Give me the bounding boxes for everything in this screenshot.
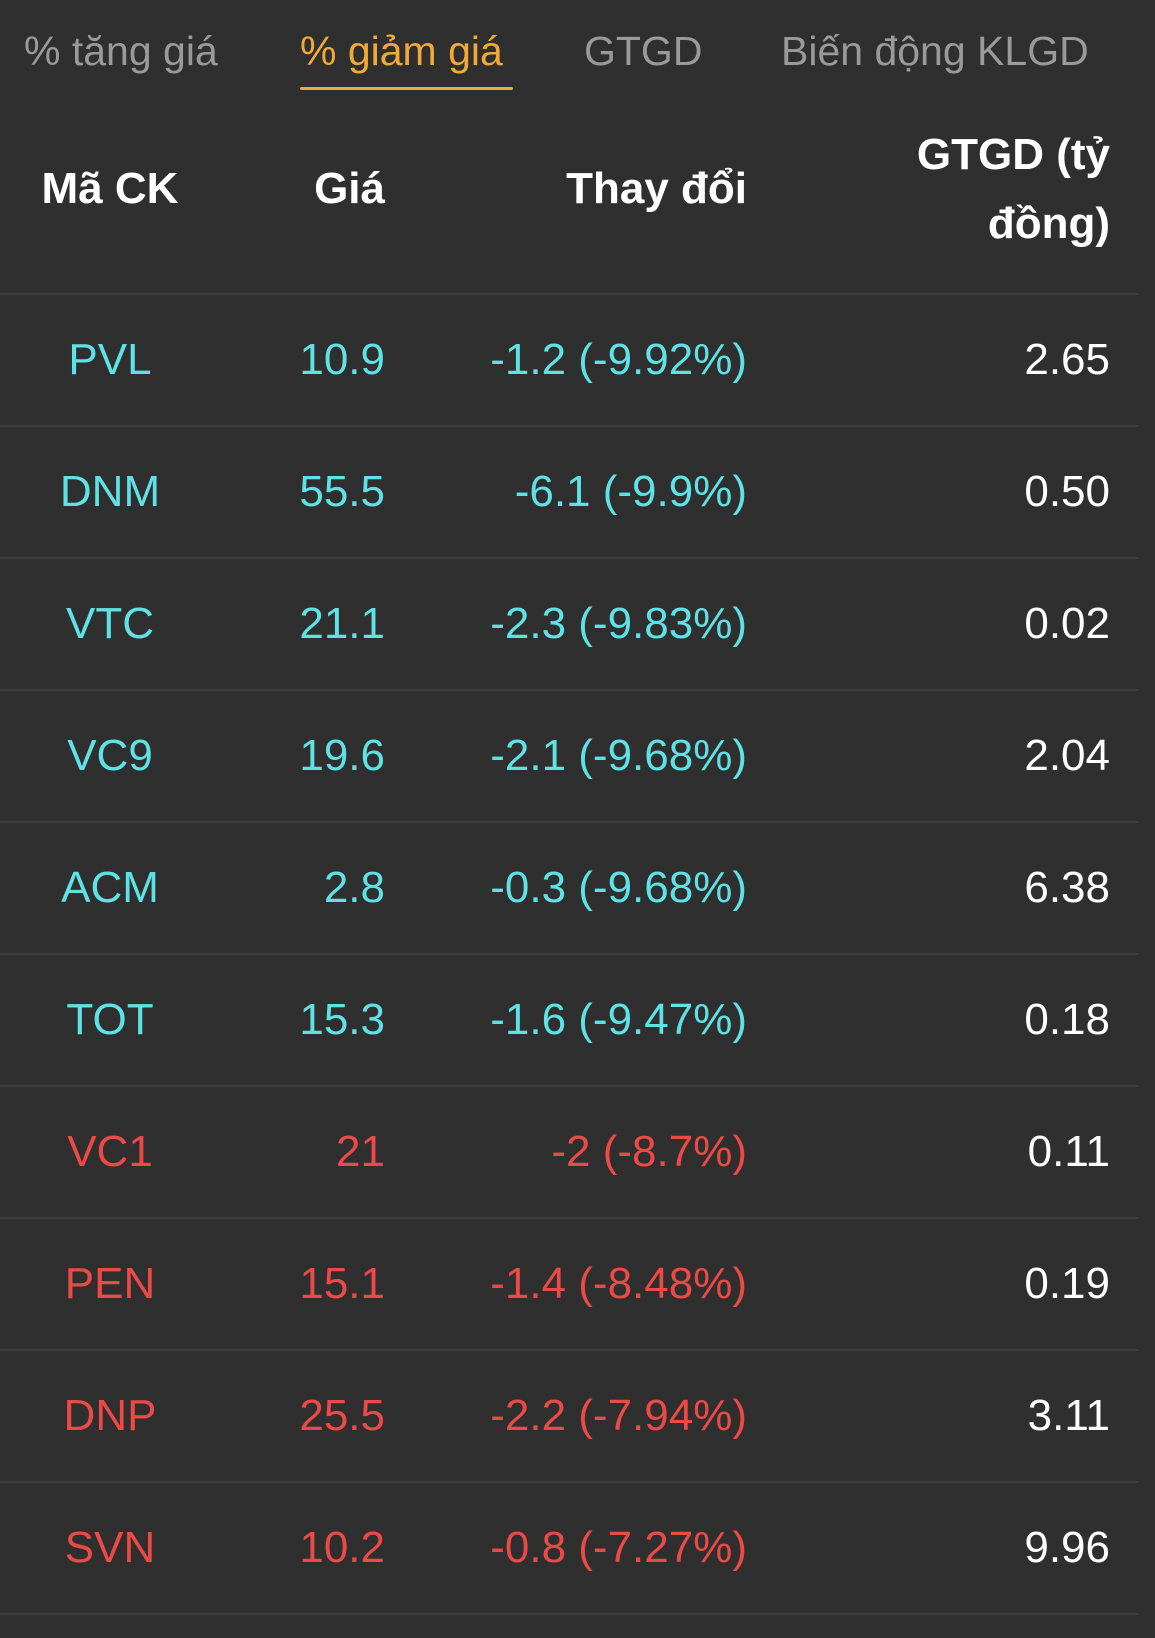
trading-value: 0.19	[1024, 1259, 1110, 1308]
price-change: -2.2 (-7.94%)	[490, 1391, 747, 1440]
stock-code: PVL	[68, 335, 152, 384]
stock-code: PEN	[64, 1259, 156, 1308]
stock-code: ACM	[61, 863, 159, 912]
trading-value: 0.18	[1024, 995, 1110, 1044]
table-body: PVL 10.9 -1.2 (-9.92%) 2.65 DNM 55.5 -6.1 (-9.…	[0, 295, 1139, 1615]
trading-value: 9.96	[1024, 1523, 1110, 1572]
trading-value: 0.50	[1024, 467, 1110, 516]
active-tab-indicator	[300, 87, 513, 90]
trading-value: 3.11	[1027, 1391, 1110, 1440]
table-row[interactable]: DNP 25.5 -2.2 (-7.94%) 3.11	[0, 1351, 1139, 1483]
stock-price: 2.8	[323, 863, 385, 912]
stock-code: VTC	[66, 599, 154, 648]
tab-top-gainers[interactable]: % tăng giá	[24, 28, 218, 74]
price-change: -0.8 (-7.27%)	[490, 1523, 747, 1572]
price-change: -6.1 (-9.9%)	[514, 467, 747, 516]
price-change: -2 (-8.7%)	[551, 1127, 747, 1176]
stock-price: 55.5	[299, 467, 385, 516]
stock-price: 21	[336, 1127, 385, 1176]
table-header: Mã CK Giá Thay đổi GTGD (tỷ đồng)	[0, 100, 1139, 295]
header-price: Giá	[314, 164, 385, 213]
price-change: -0.3 (-9.68%)	[490, 863, 747, 912]
table-row[interactable]: VC9 19.6 -2.1 (-9.68%) 2.04	[0, 691, 1139, 823]
table-row[interactable]: VC1 21 -2 (-8.7%) 0.11	[0, 1087, 1139, 1219]
tab-trading-value[interactable]: GTGD	[584, 28, 703, 74]
stock-price: 15.3	[299, 995, 385, 1044]
header-value-line2: đồng)	[987, 199, 1110, 248]
trading-value: 6.38	[1024, 863, 1110, 912]
stock-price: 21.1	[299, 599, 385, 648]
tab-top-losers[interactable]: % giảm giá	[300, 28, 503, 74]
losers-table: Mã CK Giá Thay đổi GTGD (tỷ đồng) PVL 10.…	[0, 100, 1139, 1615]
table-row[interactable]: TOT 15.3 -1.6 (-9.47%) 0.18	[0, 955, 1139, 1087]
header-change: Thay đổi	[566, 164, 747, 213]
stock-price: 19.6	[299, 731, 385, 780]
stock-code: DNP	[63, 1391, 157, 1440]
price-change: -1.4 (-8.48%)	[490, 1259, 747, 1308]
table-row[interactable]: ACM 2.8 -0.3 (-9.68%) 6.38	[0, 823, 1139, 955]
trading-value: 2.65	[1024, 335, 1110, 384]
price-change: -2.1 (-9.68%)	[490, 731, 747, 780]
stock-price: 25.5	[299, 1391, 385, 1440]
table-row[interactable]: DNM 55.5 -6.1 (-9.9%) 0.50	[0, 427, 1139, 559]
stock-code: TOT	[66, 995, 154, 1044]
stock-code: VC1	[67, 1127, 153, 1176]
table-row[interactable]: VTC 21.1 -2.3 (-9.83%) 0.02	[0, 559, 1139, 691]
stock-code: SVN	[64, 1523, 156, 1572]
price-change: -2.3 (-9.83%)	[490, 599, 747, 648]
stock-code: DNM	[59, 467, 161, 516]
stock-price: 15.1	[299, 1259, 385, 1308]
tab-bar: % tăng giá % giảm giá GTGD Biến động KLG…	[0, 0, 1155, 100]
table-row[interactable]: PEN 15.1 -1.4 (-8.48%) 0.19	[0, 1219, 1139, 1351]
trading-value: 0.02	[1024, 599, 1110, 648]
header-code: Mã CK	[41, 164, 179, 213]
stock-price: 10.9	[299, 335, 385, 384]
tab-volume-change[interactable]: Biến động KLGD	[781, 28, 1089, 74]
header-value-line1: GTGD (tỷ	[916, 130, 1110, 179]
stock-price: 10.2	[299, 1523, 385, 1572]
price-change: -1.6 (-9.47%)	[490, 995, 747, 1044]
table-row[interactable]: PVL 10.9 -1.2 (-9.92%) 2.65	[0, 295, 1139, 427]
table-row[interactable]: SVN 10.2 -0.8 (-7.27%) 9.96	[0, 1483, 1139, 1615]
trading-value: 0.11	[1027, 1127, 1110, 1176]
price-change: -1.2 (-9.92%)	[490, 335, 747, 384]
stock-code: VC9	[67, 731, 153, 780]
trading-value: 2.04	[1024, 731, 1110, 780]
